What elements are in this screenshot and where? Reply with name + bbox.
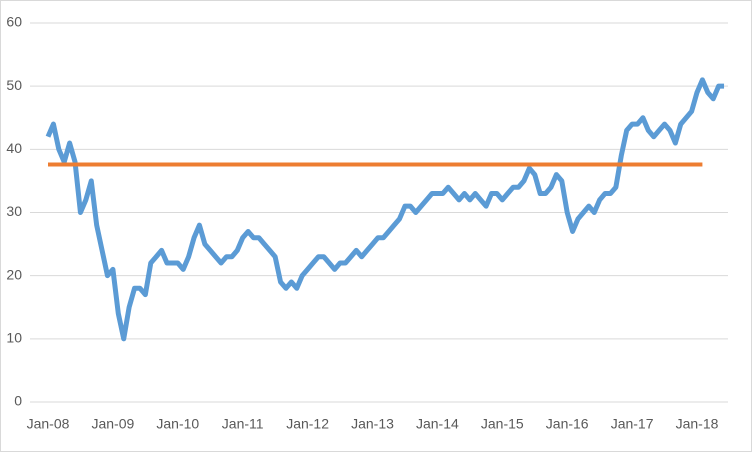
y-tick-label: 0: [14, 393, 22, 409]
y-tick-label: 10: [6, 330, 22, 346]
x-tick-label: Jan-15: [481, 416, 524, 432]
x-tick-label: Jan-10: [156, 416, 199, 432]
y-tick-label: 40: [6, 140, 22, 156]
x-tick-label: Jan-16: [546, 416, 589, 432]
x-tick-label: Jan-17: [611, 416, 654, 432]
x-tick-label: Jan-12: [286, 416, 329, 432]
x-tick-label: Jan-11: [222, 416, 264, 432]
y-tick-label: 60: [6, 14, 22, 30]
y-tick-label: 50: [6, 77, 22, 93]
x-tick-label: Jan-09: [91, 416, 134, 432]
x-tick-label: Jan-18: [676, 416, 719, 432]
x-tick-label: Jan-13: [351, 416, 394, 432]
x-tick-label: Jan-14: [416, 416, 459, 432]
y-tick-label: 30: [6, 203, 22, 219]
y-tick-label: 20: [6, 266, 22, 282]
x-tick-label: Jan-08: [27, 416, 70, 432]
series-line: [45, 77, 725, 342]
